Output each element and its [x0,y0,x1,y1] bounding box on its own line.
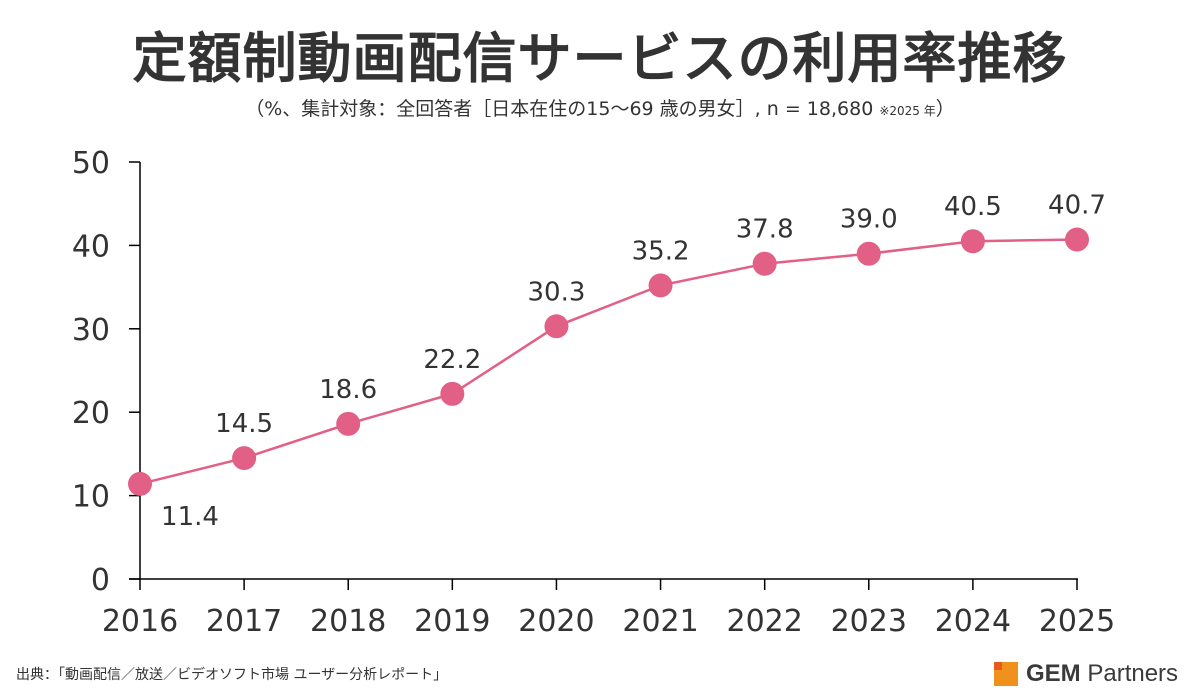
x-tick-label: 2023 [831,604,907,639]
data-label: 18.6 [319,375,377,405]
x-tick-label: 2016 [102,604,178,639]
data-point [960,229,985,254]
logo-text-rest: Partners [1080,660,1179,687]
axes [129,162,1078,580]
data-points [128,227,1089,496]
data-point [232,446,257,471]
data-label: 40.5 [944,192,1002,222]
y-tick-label: 20 [72,396,110,431]
data-point [752,251,777,276]
x-tick-label: 2024 [935,604,1011,639]
y-ticks: 0 10 20 30 40 50 [72,146,140,598]
data-label: 30.3 [527,277,585,307]
gem-partners-logo-icon [994,662,1018,686]
chart-subtitle: （%、集計対象：全回答者［日本在住の15～69 歳の男女］, n = 18,68… [0,94,1200,121]
y-tick-label: 40 [72,229,110,264]
company-logo: GEM Partners [994,660,1178,688]
series-line [139,238,1078,486]
data-point [856,241,881,266]
y-tick-label: 30 [72,313,110,348]
data-label: 37.8 [736,215,794,245]
data-label: 40.7 [1048,191,1106,221]
data-point [336,411,361,436]
chart-title: 定額制動画配信サービスの利用率推移 [132,27,1068,90]
x-tick-label: 2017 [206,604,282,639]
series-line-path [139,238,1078,486]
data-label: 22.2 [423,345,481,375]
data-label: 11.4 [161,502,219,532]
data-label: 35.2 [632,236,690,266]
x-tick-label: 2020 [518,604,594,639]
x-ticks: 2016 2017 2018 2019 2020 2021 2022 2023 2024 2025 [102,579,1115,639]
data-point [440,381,465,406]
data-point [648,273,673,298]
x-tick-label: 2025 [1039,604,1115,639]
logo-text-bold: GEM [1026,660,1081,687]
subtitle-main: （%、集計対象：全回答者［日本在住の15～69 歳の男女］, n = 18,68… [245,98,880,120]
x-tick-label: 2022 [726,604,802,639]
x-tick-label: 2018 [310,604,386,639]
x-tick-label: 2019 [414,604,490,639]
x-tick-label: 2021 [622,604,698,639]
data-point [544,314,569,339]
y-tick-label: 0 [91,563,110,598]
data-labels: 11.4 14.5 18.6 22.2 30.3 35.2 37.8 39.0 40.5 40.7 [161,191,1106,532]
subtitle-note: ※2025 年 [879,104,936,118]
y-tick-label: 50 [72,146,110,181]
data-label: 14.5 [215,409,273,439]
data-point [128,471,152,496]
logo-text: GEM Partners [1026,660,1178,688]
y-tick-label: 10 [72,480,110,515]
data-label: 39.0 [840,205,898,235]
subtitle-close: ） [935,98,955,120]
data-point [1065,227,1089,252]
source-note: 出典：「動画配信／放送／ビデオソフト市場 ユーザー分析レポート」 [16,667,448,683]
